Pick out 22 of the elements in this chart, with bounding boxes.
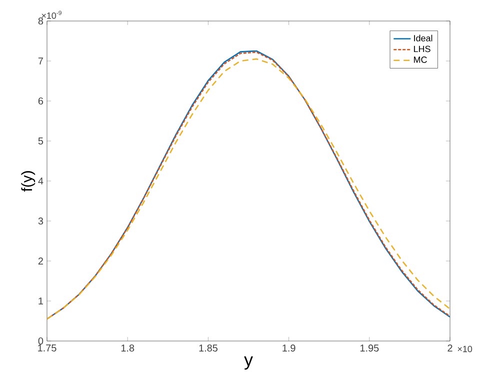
y-tick-label: 2	[38, 258, 43, 264]
x-axis-title: y	[244, 356, 253, 370]
text: ×10	[458, 346, 472, 352]
y-tick-label: 1	[38, 298, 43, 304]
y-tick-label: 7	[38, 58, 43, 64]
y-tick-label: 3	[38, 217, 44, 225]
y-tick-label: 8	[38, 17, 44, 25]
legend-label: LHS	[414, 46, 430, 52]
x-tick-label: 1.8	[121, 344, 134, 352]
y-tick-label: 5	[38, 138, 44, 144]
legend-label: MC	[414, 56, 427, 63]
x-tick-label: 1.75	[38, 344, 56, 352]
x-tick-label: 2	[448, 344, 452, 352]
x-tick-label: 1.85	[199, 344, 218, 352]
x-tick-label: 1.9	[282, 344, 296, 352]
x-tick-label: 1.95	[360, 344, 379, 352]
y-tick-label: 6	[38, 97, 44, 105]
legend-label: Ideal	[414, 34, 432, 42]
y-tick-label: 0	[38, 337, 44, 345]
y-axis-title: f(y)	[21, 171, 36, 192]
text: ×10$^{-9}$	[42, 10, 62, 19]
y-tick-label: 4	[38, 178, 44, 184]
